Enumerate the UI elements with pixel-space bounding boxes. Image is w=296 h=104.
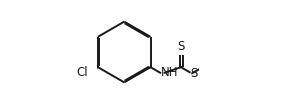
Text: NH: NH: [161, 66, 178, 79]
Text: Cl: Cl: [77, 66, 88, 79]
Text: S: S: [177, 40, 185, 53]
Text: S: S: [190, 67, 197, 80]
